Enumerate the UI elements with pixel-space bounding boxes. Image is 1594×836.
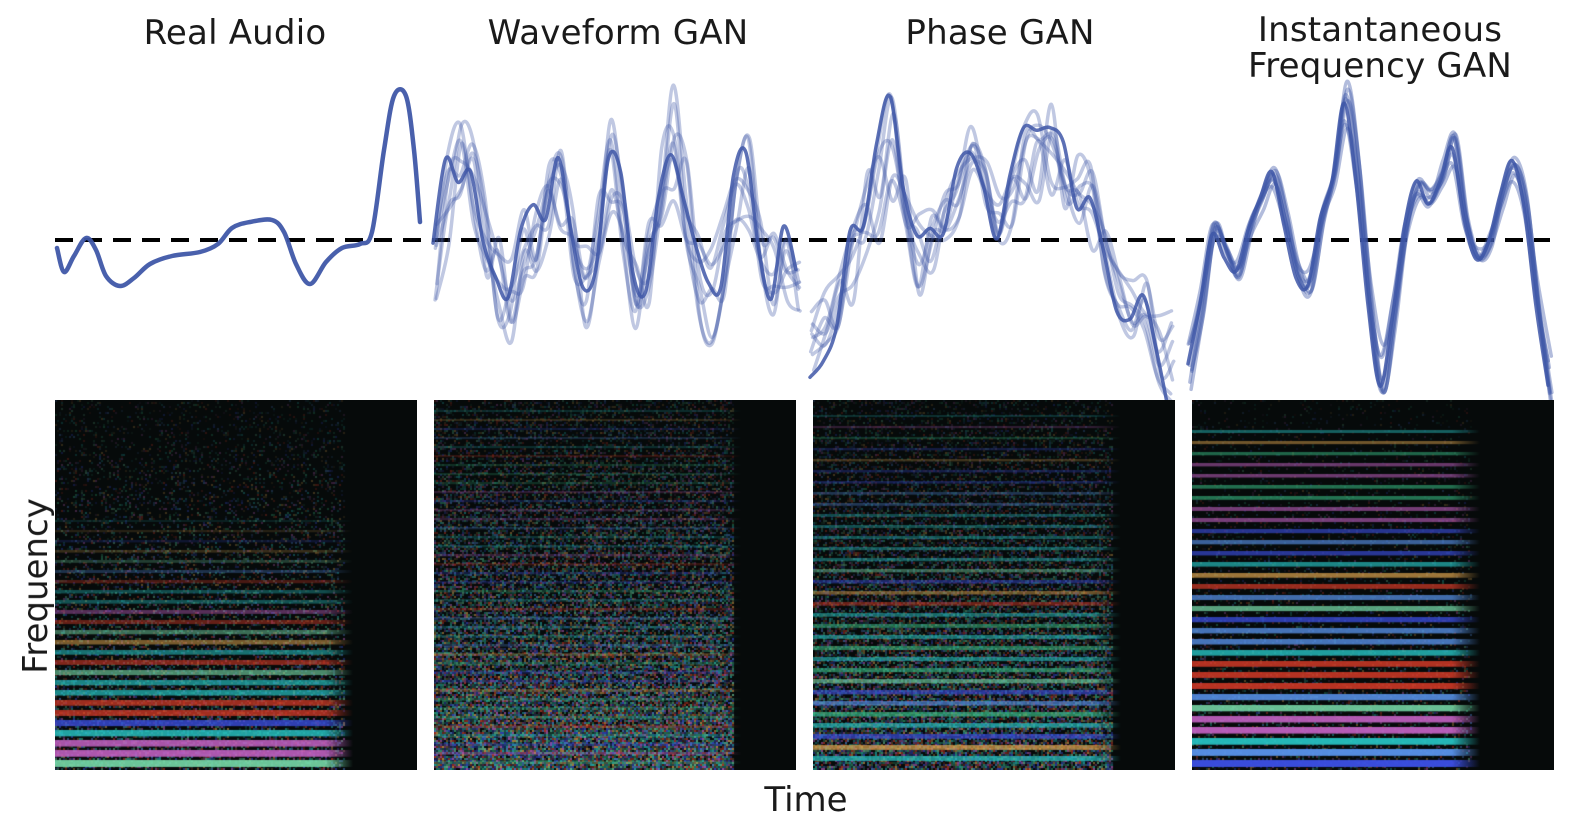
waveform-gan-waveform	[433, 138, 800, 331]
waveform-gan-waveform	[434, 119, 802, 346]
panel-title-if-gan: Instantaneous Frequency GAN	[1190, 12, 1570, 84]
y-axis-label: Frequency	[16, 498, 56, 674]
phase-gan-waveform	[809, 139, 1174, 331]
if-gan-waveform	[1187, 122, 1552, 370]
title-line: Waveform GAN	[487, 13, 749, 53]
waveform-gan-waveform	[435, 132, 802, 313]
panel-title-real-audio: Real Audio	[45, 14, 425, 52]
if-gan-waveform	[1186, 101, 1550, 388]
waveform-gan-waveform	[434, 132, 802, 348]
waveform-gan-waveform	[431, 146, 798, 302]
title-line-2: Frequency GAN	[1247, 46, 1513, 86]
waveform-gan-waveform	[433, 83, 801, 345]
if-gan-waveform	[1187, 92, 1552, 396]
phase-gan-waveform	[811, 111, 1176, 381]
if-gan-waveform	[1188, 97, 1552, 394]
panel-title-waveform-gan: Waveform GAN	[428, 14, 808, 52]
spectrogram-if-gan	[1192, 400, 1554, 770]
if-gan-waveform	[1189, 126, 1554, 358]
if-gan-waveform	[1189, 79, 1553, 400]
title-line: Phase GAN	[905, 13, 1095, 53]
if-gan-waveform	[1190, 98, 1554, 400]
x-axis-label: Time	[764, 780, 848, 820]
if-gan-waveform	[1186, 119, 1551, 363]
title-line: Real Audio	[143, 13, 327, 53]
waveform-plots	[54, 79, 1554, 400]
spectrogram-phase-gan	[813, 400, 1175, 770]
panel-title-phase-gan: Phase GAN	[810, 14, 1190, 52]
phase-gan-waveform	[810, 123, 1175, 343]
if-gan-waveform	[1190, 87, 1554, 395]
phase-gan-waveform	[810, 128, 1175, 368]
phase-gan-waveform	[809, 102, 1174, 354]
waveform-group	[54, 79, 1554, 400]
phase-gan-waveform	[810, 95, 1173, 400]
phase-gan-waveform	[810, 135, 1175, 382]
real-audio-waveform	[54, 87, 423, 289]
waveform-gan-waveform	[433, 142, 800, 323]
phase-gan-waveform	[808, 93, 1169, 400]
waveform-gan-waveform	[434, 138, 801, 307]
waveform-gan-waveform	[434, 102, 802, 324]
phase-gan-waveform	[808, 92, 1173, 396]
spectrogram-waveform-gan	[434, 400, 796, 770]
title-line-1: Instantaneous	[1257, 10, 1503, 50]
spectrogram-real-audio	[55, 400, 417, 770]
